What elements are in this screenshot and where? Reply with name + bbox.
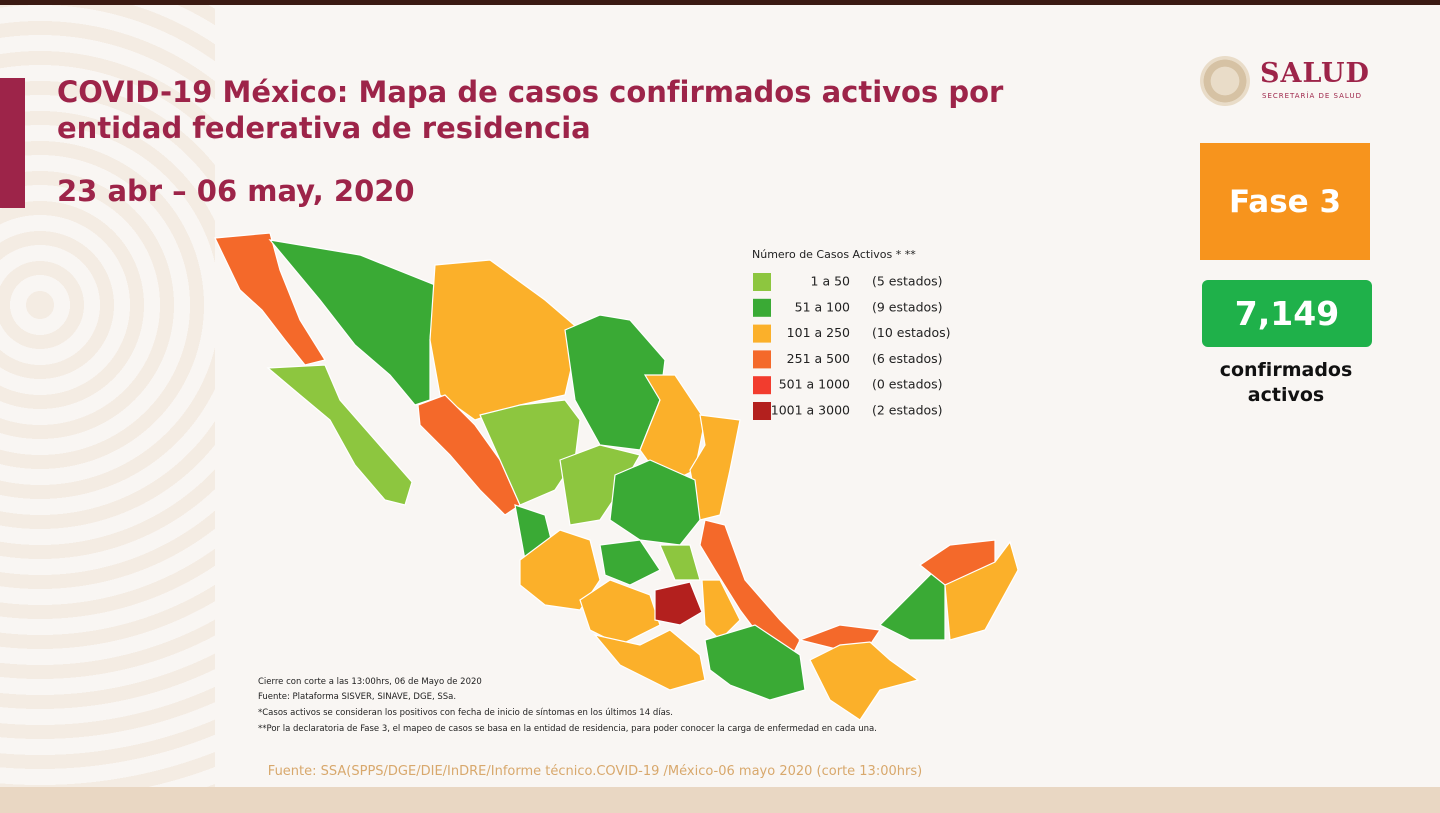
accent-bar [0, 78, 25, 208]
state [609, 459, 701, 546]
source: Fuente: SSA(SPPS/DGE/DIE/InDRE/Informe t… [267, 764, 923, 779]
notes: Cierre con corte a las 13:00hrs, 06 de M… [258, 677, 877, 734]
state [268, 239, 436, 406]
bottom-bar [0, 787, 1440, 813]
legend-swatch [753, 376, 771, 395]
state [878, 569, 946, 641]
legend: 1 a 50 (5 estados) 51 a 100 (9 estados) 101 … [753, 273, 951, 420]
legend-range: 101 a 250 [787, 325, 850, 340]
total-label-line: activos [1247, 384, 1325, 406]
legend-range: 51 a 100 [795, 299, 850, 314]
legend-count: (10 estados) [872, 325, 951, 340]
state [809, 641, 920, 721]
logo-subtitle: SECRETARÍA DE SALUD [1262, 92, 1362, 100]
state [689, 414, 741, 521]
legend-swatch [753, 298, 771, 317]
phase-box: Fase 3 [1200, 143, 1370, 260]
logo: SALUD SECRETARÍA DE SALUD [1200, 56, 1380, 110]
legend-count: (2 estados) [872, 403, 943, 418]
note: *Casos activos se consideran los positiv… [258, 708, 673, 718]
legend-range: 1 a 50 [811, 274, 851, 289]
state [654, 581, 703, 626]
legend-swatch [753, 324, 771, 343]
title-line: entidad federativa de residencia [57, 111, 591, 145]
state [918, 539, 996, 586]
state [579, 579, 661, 646]
total-box: 7,149 [1202, 280, 1372, 347]
state [266, 364, 413, 506]
legend-count: (9 estados) [872, 299, 943, 314]
state [429, 259, 581, 421]
legend-range: 251 a 500 [787, 351, 850, 366]
top-bar [0, 0, 1440, 5]
background-pattern [0, 5, 215, 787]
legend-swatch [753, 273, 771, 291]
legend-title: Número de Casos Activos * ** [752, 248, 916, 261]
legend-range: 1001 a 3000 [771, 403, 850, 418]
state [659, 544, 701, 581]
legend-range: 501 a 1000 [779, 377, 850, 392]
legend-swatch [753, 350, 771, 369]
total-label: confirmados activos [1196, 358, 1376, 408]
state [701, 579, 741, 641]
note: Cierre con corte a las 13:00hrs, 06 de M… [258, 677, 482, 687]
legend-count: (0 estados) [872, 377, 943, 392]
state [944, 540, 1019, 641]
state [214, 232, 326, 366]
state [599, 539, 661, 586]
note: **Por la declaratoria de Fase 3, el mape… [258, 724, 877, 734]
logo-seal [1200, 56, 1250, 106]
legend-count: (6 estados) [872, 351, 943, 366]
state [593, 629, 706, 691]
states [214, 232, 1019, 721]
legend-count: (5 estados) [872, 274, 943, 289]
note: Fuente: Plataforma SISVER, SINAVE, DGE, … [258, 692, 456, 702]
state [417, 394, 521, 516]
state [704, 624, 806, 701]
date: 23 abr – 06 may, 2020 [57, 174, 415, 208]
title: COVID-19 México: Mapa de casos confirmad… [57, 74, 1003, 146]
logo-name: SALUD [1260, 58, 1370, 89]
legend-swatch [753, 402, 771, 420]
title-line: COVID-19 México: Mapa de casos confirmad… [57, 75, 1004, 109]
total-label-line: confirmados [1219, 359, 1353, 381]
